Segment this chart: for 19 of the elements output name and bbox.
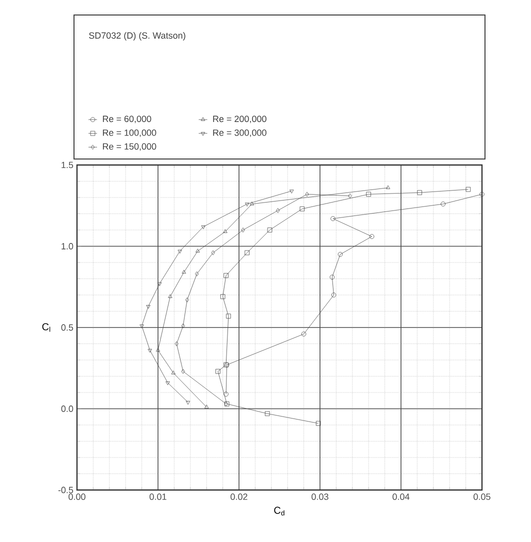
legend-label: Re = 100,000 — [102, 129, 156, 137]
chart-title: SD7032 (D) (S. Watson) — [89, 32, 186, 40]
legend-label: Re = 150,000 — [102, 143, 156, 151]
y-tick-label: 1.0 — [62, 243, 74, 250]
y-tick-label: 0.0 — [61, 406, 74, 412]
legend-label: Re = 300,000 — [213, 129, 266, 137]
x-tick-label: 0.01 — [150, 494, 166, 500]
x-axis-title: C$_{d}$ — [274, 506, 284, 516]
y-axis-title: C$_{l}$ — [42, 323, 50, 332]
y-tick-label: -0.5 — [58, 486, 74, 494]
x-tick-label: 0.03 — [312, 494, 328, 500]
y-tick-label: 0.5 — [61, 324, 74, 331]
x-tick-label: 0.02 — [230, 494, 248, 500]
legend-label: Re = 60,000 — [102, 116, 152, 124]
y-tick-label: 1.5 — [62, 162, 74, 168]
x-tick-label: 0.04 — [392, 494, 410, 500]
x-tick-label: 0.00 — [68, 494, 86, 500]
x-tick-label: 0.05 — [474, 494, 490, 500]
legend-label: Re = 200,000 — [213, 116, 266, 124]
